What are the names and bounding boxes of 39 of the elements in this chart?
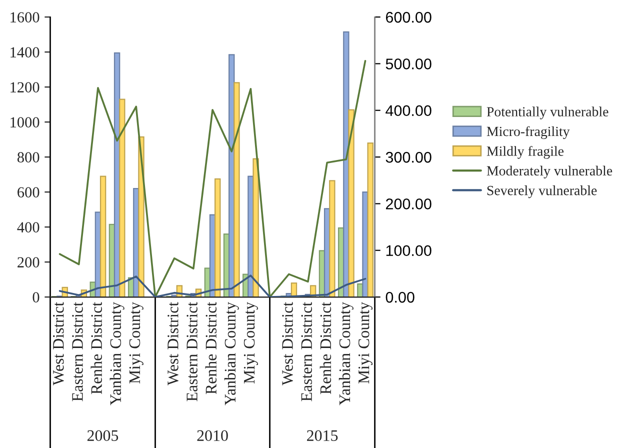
y2-tick-label: 600.00 xyxy=(386,12,432,23)
y2-tick-label: 100.00 xyxy=(386,245,432,256)
legend-label: Mildly fragile xyxy=(486,146,564,159)
y2-tick-label: 400.00 xyxy=(386,105,432,116)
x-tick-label: Miyi County xyxy=(358,302,373,384)
y2-tick-label: 200.00 xyxy=(386,198,432,210)
y2-tick-label: 0.00 xyxy=(386,292,414,303)
x-tick-label: Eastern District xyxy=(72,302,83,402)
x-tick-label: West District xyxy=(168,302,178,386)
x-tick-label: Yanbian County xyxy=(338,302,354,406)
x-tick-label: Renhe District xyxy=(90,302,102,394)
x-tick-label: Yanbian County xyxy=(224,302,239,406)
x-tick-label: West District xyxy=(53,302,64,386)
x-tick-label: Eastern District xyxy=(301,302,312,402)
y-tick-label: 1600 xyxy=(10,12,40,22)
x-tick-label: Renhe District xyxy=(320,302,332,394)
legend-label: Micro-fragility xyxy=(486,126,570,140)
text: 2015 xyxy=(307,430,338,442)
x-tick-label: Miyi County xyxy=(129,302,144,384)
y-tick-label: 1400 xyxy=(10,47,40,58)
y-tick-label: 0 xyxy=(32,292,40,302)
y-tick-label: 200 xyxy=(18,257,40,268)
y-tick-label: 800 xyxy=(17,152,40,162)
legend-label: Moderately vulnerable xyxy=(486,166,612,178)
y-tick-label: 1000 xyxy=(10,117,40,128)
y-tick-label: 600 xyxy=(18,187,40,198)
text: 2005 xyxy=(87,430,118,442)
y2-tick-label: 300.00 xyxy=(386,152,432,163)
x-tick-label: Yanbian County xyxy=(110,302,124,406)
x-tick-label: Eastern District xyxy=(186,302,198,402)
x-tick-label: Miyi County xyxy=(244,302,258,384)
legend-label: Severely vulnerable xyxy=(487,185,597,198)
y-tick-label: 1200 xyxy=(10,82,40,92)
x-tick-label: West District xyxy=(282,302,293,386)
legend-label: Potentially vulnerable xyxy=(486,106,608,120)
text: 2010 xyxy=(197,430,228,442)
y2-tick-label: 500.00 xyxy=(386,58,432,70)
y-tick-label: 400 xyxy=(17,222,40,232)
x-tick-label: Renhe District xyxy=(205,302,217,394)
